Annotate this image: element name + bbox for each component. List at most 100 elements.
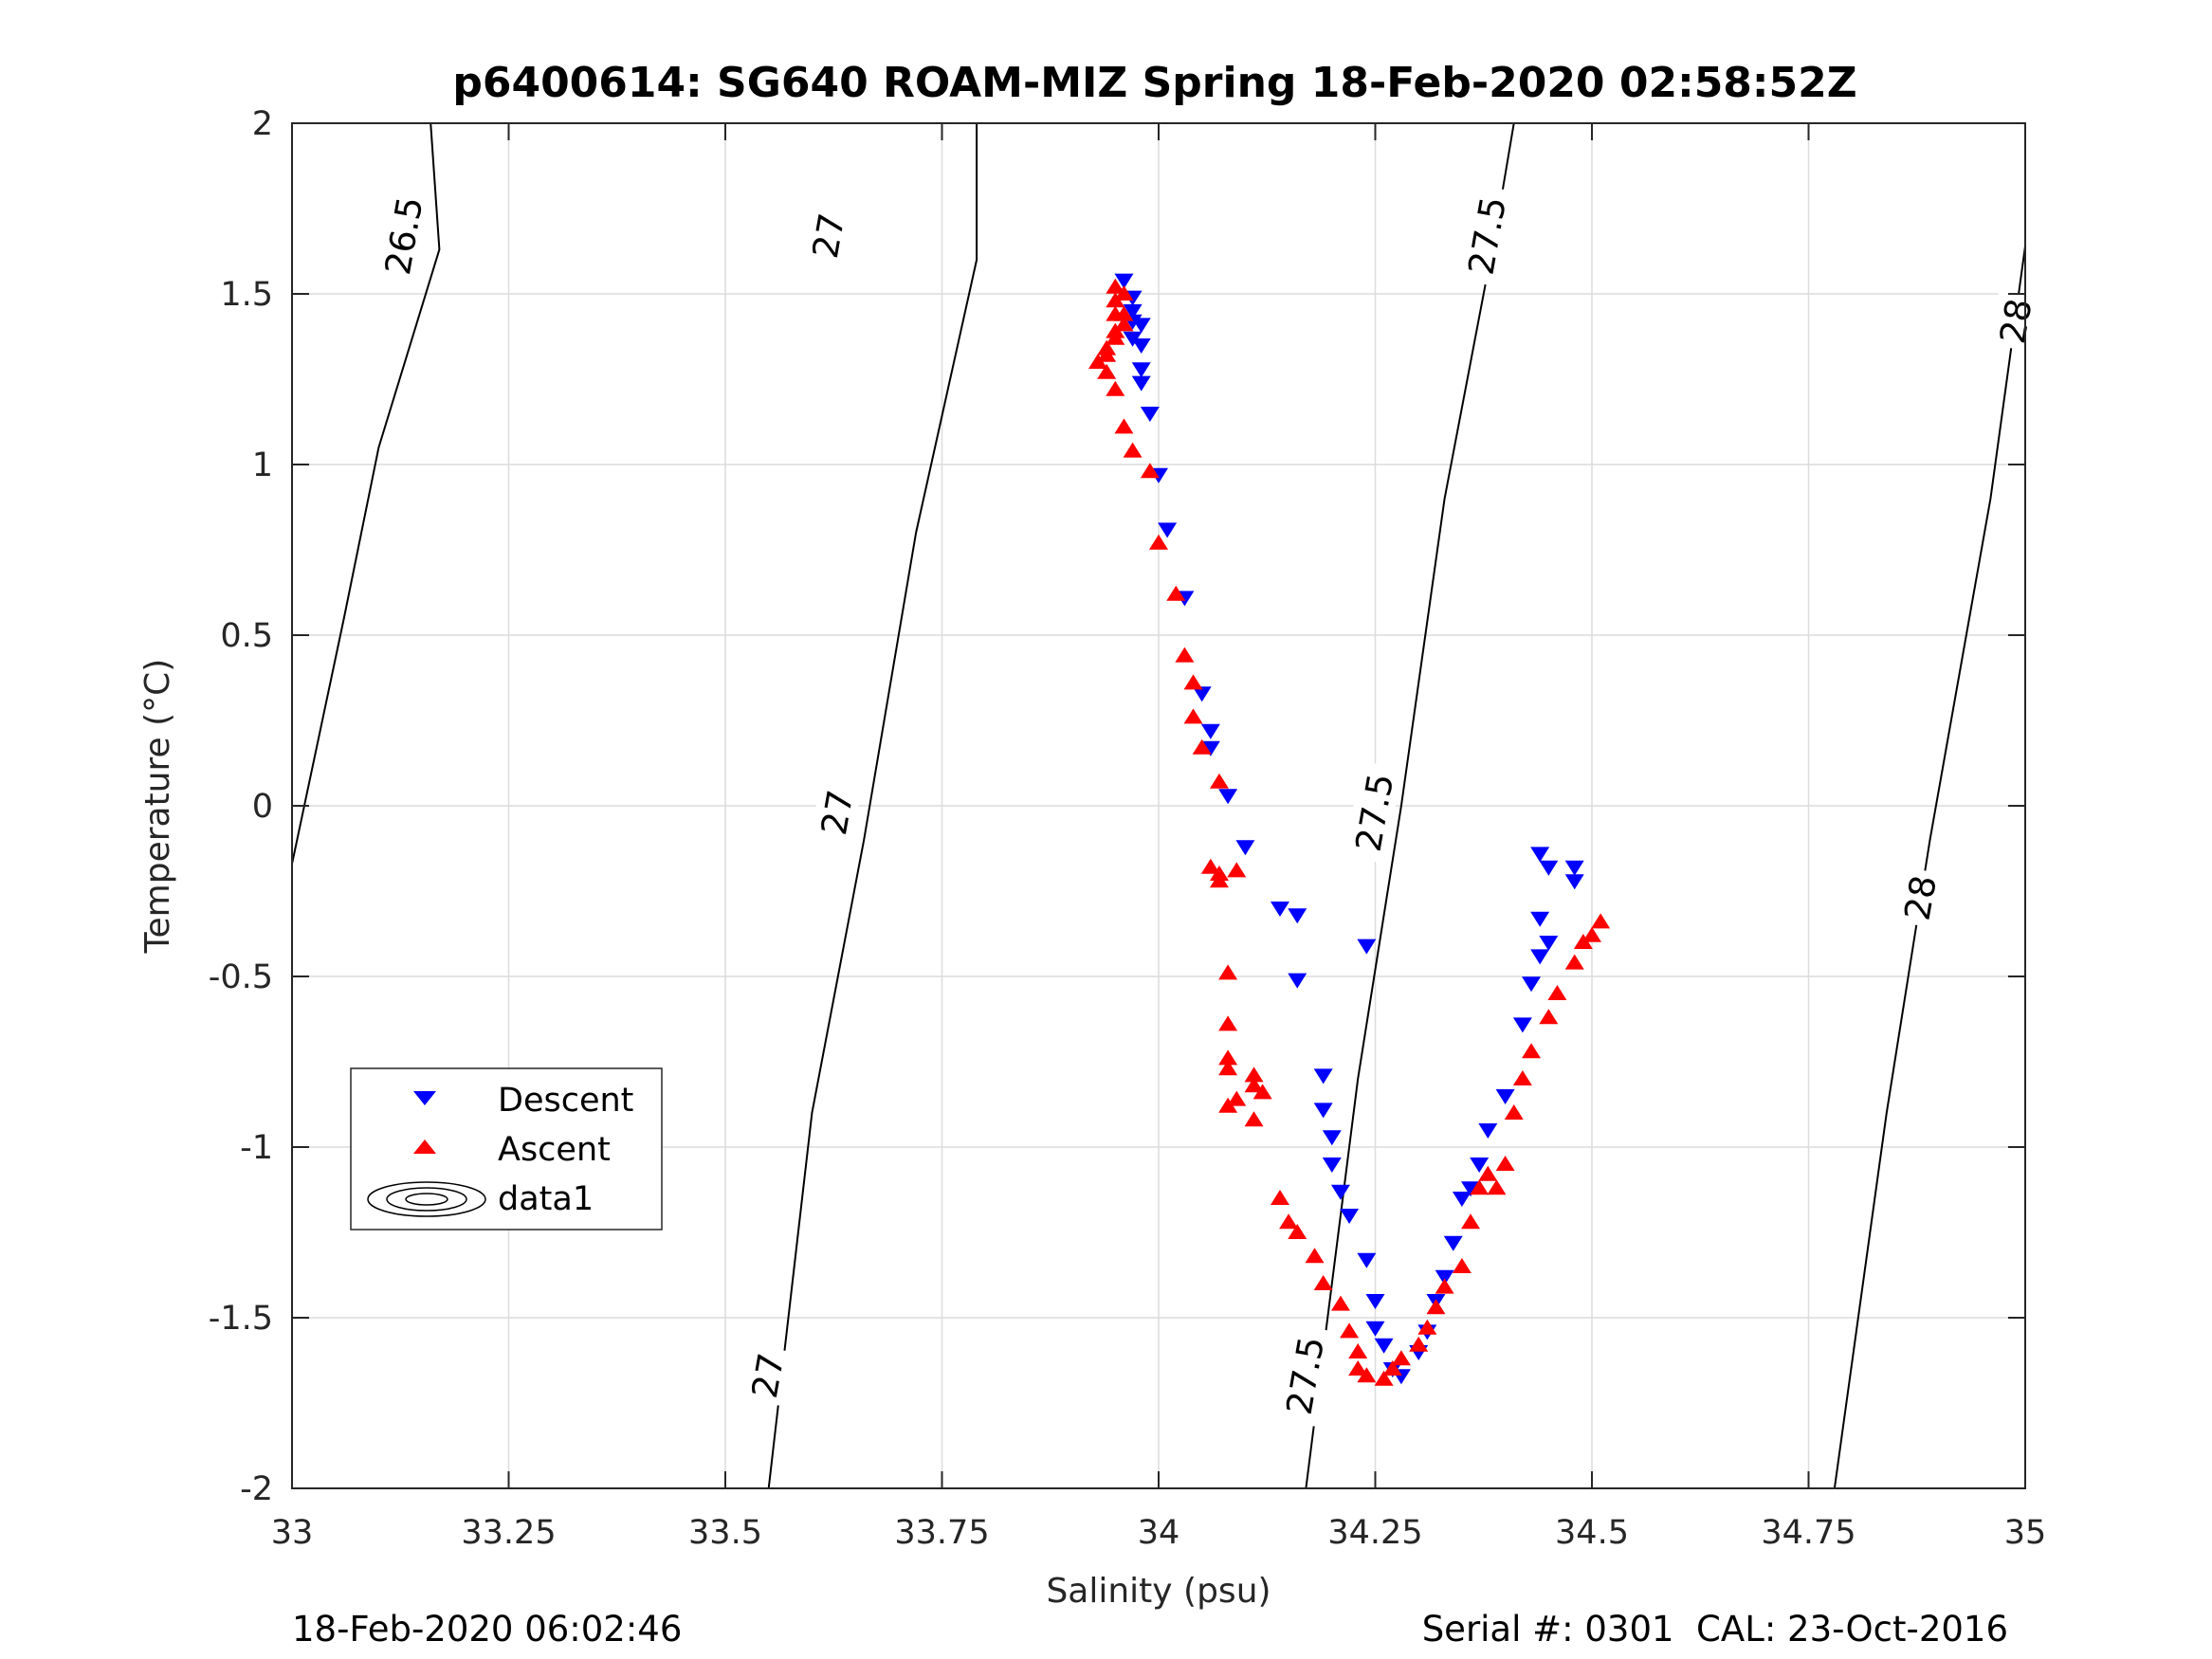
contour-label-background: [1989, 290, 2040, 352]
ascent-point: [1218, 964, 1238, 980]
descent-point: [1158, 522, 1178, 538]
ascent-point: [1149, 534, 1168, 550]
y-tick-label: 0.5: [220, 617, 273, 655]
ascent-point: [1227, 862, 1247, 878]
descent-point: [1365, 1294, 1385, 1309]
descent-point: [1461, 1181, 1481, 1197]
descent-point: [1270, 902, 1289, 917]
ascent-point: [1512, 1070, 1532, 1085]
ascent-point: [1097, 339, 1117, 356]
ascent-point: [1435, 1278, 1454, 1294]
descent-point: [1322, 1130, 1342, 1146]
x-tick-label: 34.75: [1761, 1514, 1856, 1552]
descent-point: [1365, 1321, 1385, 1337]
descent-point: [1435, 1269, 1454, 1285]
ascent-point: [1564, 954, 1584, 970]
series-ascent: [1088, 278, 1611, 1386]
contour-label-background: [1344, 760, 1403, 864]
ascent-point: [1183, 674, 1203, 690]
y-tick-label: 0: [252, 788, 273, 826]
ascent-point: [1539, 1009, 1559, 1025]
ascent-point: [1504, 1104, 1524, 1120]
ascent-point: [1244, 1077, 1264, 1093]
descent-point: [1140, 407, 1160, 422]
ascent-point: [1313, 1275, 1333, 1290]
chart-title: p6400614: SG640 ROAM-MIZ Spring 18-Feb-2…: [452, 59, 1856, 107]
ascent-point: [1218, 1015, 1238, 1031]
ascent-point: [1487, 1179, 1507, 1195]
x-tick-label: 34: [1138, 1514, 1180, 1552]
ascent-point: [1591, 913, 1611, 929]
ascent-point: [1252, 1084, 1272, 1100]
legend-ascent-marker: [413, 1139, 436, 1154]
x-tick-label: 34.25: [1327, 1514, 1422, 1552]
ascent-point: [1495, 1156, 1515, 1171]
descent-point: [1564, 860, 1584, 876]
x-tick-label: 33.5: [688, 1514, 762, 1552]
x-tick-labels: 33 33.25 33.5 33.75 34 34.25 34.5 34.75 35: [271, 1514, 2047, 1552]
y-tick-label: 2: [252, 105, 273, 143]
ascent-point: [1582, 926, 1601, 942]
ascent-point: [1340, 1322, 1360, 1339]
ascent-point: [1192, 738, 1212, 755]
descent-point: [1218, 789, 1238, 805]
density-contour-28: [1833, 246, 2026, 1489]
y-tick-label: -1: [240, 1129, 273, 1167]
ascent-point: [1227, 1090, 1247, 1106]
contour-label-28: 28: [1893, 866, 1945, 929]
contour-label-background: [741, 1344, 793, 1407]
contour-label-27: 27: [802, 205, 853, 266]
ascent-point: [1409, 1336, 1429, 1352]
descent-point: [1235, 840, 1255, 856]
legend-contour-icon: [367, 1181, 486, 1217]
ascent-point: [1382, 1360, 1402, 1376]
descent-point: [1131, 362, 1151, 378]
descent-point: [1357, 939, 1377, 955]
ascent-point: [1106, 380, 1125, 396]
descent-point: [1443, 1235, 1463, 1251]
contour-label-28: 28: [1989, 290, 2040, 352]
ascent-point: [1200, 858, 1220, 874]
legend-descent-marker: [413, 1091, 436, 1105]
ascent-point: [1106, 292, 1125, 308]
contour-label-26.5: 26.5: [374, 184, 432, 287]
grid-lines: [292, 123, 2025, 1488]
descent-point: [1340, 1209, 1360, 1224]
contour-label-background: [802, 205, 853, 266]
ascent-point: [1140, 463, 1160, 479]
ascent-point: [1417, 1319, 1437, 1335]
descent-point: [1123, 304, 1143, 319]
descent-point: [1495, 1089, 1515, 1104]
descent-point: [1313, 1068, 1333, 1085]
ascent-point: [1244, 1066, 1264, 1083]
density-contour-26.5: [291, 122, 441, 865]
ascent-point: [1106, 305, 1125, 321]
contour-label-text: 28: [1992, 296, 2040, 347]
y-tick-label: 1: [252, 447, 273, 484]
ascent-point: [1209, 866, 1229, 881]
ascent-point: [1452, 1258, 1472, 1273]
descent-point: [1470, 1158, 1490, 1173]
descent-point: [1288, 973, 1307, 989]
ascent-point: [1348, 1360, 1368, 1376]
ascent-point: [1374, 1370, 1394, 1386]
ascent-point: [1288, 1224, 1307, 1239]
ascent-point: [1348, 1343, 1368, 1358]
descent-point: [1357, 1252, 1377, 1268]
ascent-point: [1547, 985, 1567, 1000]
ascent-point: [1106, 278, 1125, 294]
descent-point: [1330, 1184, 1350, 1200]
descent-point: [1522, 976, 1542, 993]
descent-point: [1192, 686, 1212, 702]
ascent-point: [1357, 1367, 1377, 1383]
y-tick-label: -0.5: [209, 958, 273, 996]
legend-ascent-label: Ascent: [498, 1131, 611, 1169]
data-markers: [1088, 273, 1611, 1386]
legend-data1-label: data1: [498, 1180, 594, 1218]
contour-label-27: 27: [811, 781, 862, 844]
contour-label-text: 27: [805, 210, 853, 262]
ascent-point: [1279, 1213, 1299, 1230]
descent-point: [1530, 911, 1550, 927]
descent-point: [1200, 740, 1220, 757]
